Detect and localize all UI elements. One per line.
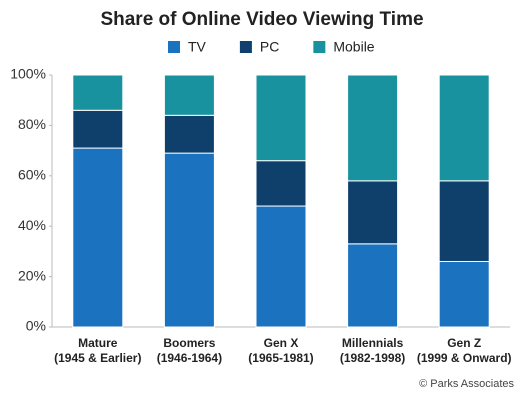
x-tick-label: (1965-1981) <box>248 351 313 365</box>
y-tick-label: 40% <box>18 217 46 233</box>
chart-title: Share of Online Video Viewing Time <box>100 9 423 30</box>
bar-segment <box>347 74 399 182</box>
y-tick-label: 0% <box>26 318 46 334</box>
bar-segment <box>438 74 490 182</box>
x-tick-label: (1982-1998) <box>340 351 405 365</box>
legend-swatch <box>313 41 326 53</box>
bar-segment <box>347 243 399 328</box>
bar-segment <box>72 147 124 328</box>
bar-segment <box>347 180 399 245</box>
bar-segment <box>438 260 490 328</box>
bar-segment <box>163 114 215 154</box>
source: © Parks Associates <box>419 378 514 390</box>
bar-segment <box>72 74 124 111</box>
bar-segment <box>163 152 215 328</box>
bar-segment <box>255 205 307 328</box>
x-tick-label: Millennials <box>342 336 404 350</box>
x-tick-label: Gen X <box>264 336 299 350</box>
legend-swatch <box>168 41 180 53</box>
y-tick-label: 80% <box>18 116 46 132</box>
legend-label: TV <box>188 39 207 55</box>
x-tick-label: (1946-1964) <box>157 351 222 365</box>
bar-segment <box>255 160 307 207</box>
y-tick-label: 20% <box>18 267 46 283</box>
bar-segment <box>255 74 307 162</box>
x-tick-label: Boomers <box>163 336 215 350</box>
x-tick-label: (1945 & Earlier) <box>54 351 141 365</box>
y-tick-label: 100% <box>10 66 46 82</box>
x-tick-label: Gen Z <box>447 336 481 350</box>
legend-label: Mobile <box>333 39 374 55</box>
x-tick-label: (1999 & Onward) <box>417 351 512 365</box>
bar-segment <box>438 180 490 262</box>
bar-segment <box>163 74 215 116</box>
legend-label: PC <box>260 39 279 55</box>
y-tick-label: 60% <box>18 167 46 183</box>
legend-swatch <box>239 41 252 53</box>
bar-segment <box>72 109 124 149</box>
x-tick-label: Mature <box>78 336 118 350</box>
